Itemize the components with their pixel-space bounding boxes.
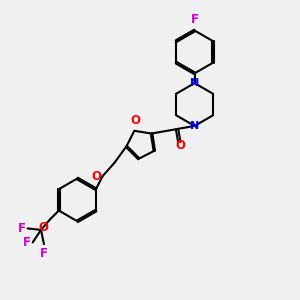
Text: F: F <box>190 13 199 26</box>
Text: O: O <box>130 114 140 127</box>
Text: F: F <box>22 236 31 249</box>
Text: O: O <box>38 221 48 234</box>
Text: N: N <box>190 121 199 131</box>
Text: O: O <box>175 139 185 152</box>
Text: F: F <box>17 222 26 235</box>
Text: N: N <box>190 78 199 88</box>
Text: F: F <box>40 247 48 260</box>
Text: O: O <box>91 169 101 183</box>
